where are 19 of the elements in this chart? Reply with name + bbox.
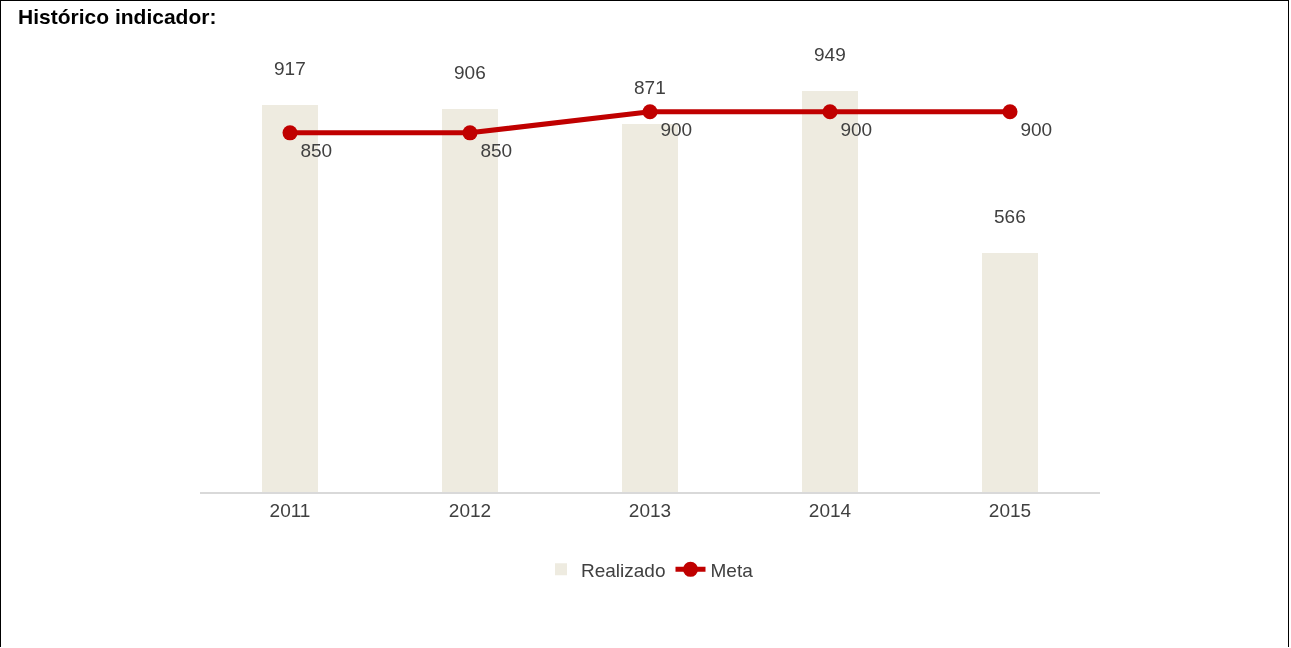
data-label: 949 xyxy=(814,44,846,65)
legend-label: Meta xyxy=(710,559,754,581)
data-label: 917 xyxy=(274,58,306,79)
x-tick-label: 2013 xyxy=(628,499,672,521)
data-label: 566 xyxy=(994,206,1026,227)
x-tick-label: 2014 xyxy=(808,499,852,521)
data-label: 850 xyxy=(480,140,513,162)
bar xyxy=(982,252,1038,492)
x-tick-label: 2011 xyxy=(269,499,311,521)
data-label: 850 xyxy=(300,140,333,162)
data-label: 900 xyxy=(840,119,873,141)
x-tick-label: 2015 xyxy=(988,499,1032,521)
x-tick-label: 2012 xyxy=(448,499,492,521)
legend-label: Realizado xyxy=(581,559,666,581)
chart-title: Histórico indicador: xyxy=(18,5,217,29)
data-label: 900 xyxy=(1020,119,1053,141)
data-label: 900 xyxy=(660,119,693,141)
data-label: 871 xyxy=(634,77,666,98)
data-label: 906 xyxy=(454,62,486,83)
